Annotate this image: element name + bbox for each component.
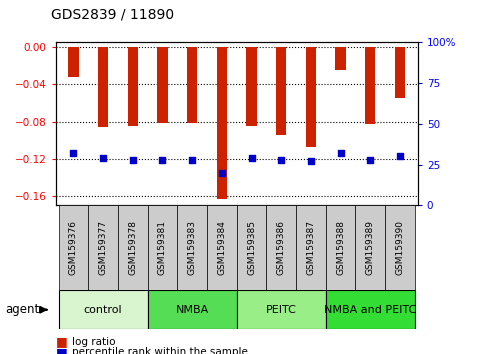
Bar — [237, 205, 266, 290]
Bar — [58, 290, 148, 329]
Bar — [58, 205, 88, 290]
Bar — [355, 205, 385, 290]
Bar — [385, 205, 415, 290]
Bar — [187, 47, 198, 124]
Point — [99, 155, 107, 161]
Point — [367, 157, 374, 162]
Point — [277, 157, 285, 162]
Text: ■: ■ — [56, 336, 67, 348]
Point — [129, 157, 137, 162]
Text: log ratio: log ratio — [72, 337, 116, 347]
Bar — [157, 47, 168, 124]
Bar — [306, 47, 316, 147]
Point — [396, 154, 404, 159]
Bar — [148, 290, 237, 329]
Bar — [266, 205, 296, 290]
Bar — [326, 290, 415, 329]
Text: percentile rank within the sample: percentile rank within the sample — [72, 347, 248, 354]
Text: control: control — [84, 305, 122, 315]
Bar — [296, 205, 326, 290]
Point — [70, 150, 77, 156]
Text: agent: agent — [5, 303, 39, 316]
Text: NMBA: NMBA — [175, 305, 209, 315]
Bar — [217, 47, 227, 199]
Bar — [207, 205, 237, 290]
Text: GSM159388: GSM159388 — [336, 220, 345, 275]
Bar — [128, 47, 138, 126]
Point — [307, 159, 315, 164]
Bar — [395, 47, 405, 98]
Bar — [246, 47, 256, 126]
Text: GSM159378: GSM159378 — [128, 220, 137, 275]
Bar — [68, 47, 79, 77]
Point — [337, 150, 344, 156]
Text: PEITC: PEITC — [266, 305, 297, 315]
Text: GSM159387: GSM159387 — [306, 220, 315, 275]
Bar — [276, 47, 286, 135]
Text: GDS2839 / 11890: GDS2839 / 11890 — [51, 7, 174, 21]
Text: GSM159384: GSM159384 — [217, 220, 227, 275]
Text: GSM159385: GSM159385 — [247, 220, 256, 275]
Bar — [335, 47, 346, 70]
Bar — [98, 47, 108, 127]
Bar — [237, 290, 326, 329]
Bar — [148, 205, 177, 290]
Point — [188, 157, 196, 162]
Text: GSM159389: GSM159389 — [366, 220, 375, 275]
Bar — [118, 205, 148, 290]
Text: NMBA and PEITC: NMBA and PEITC — [324, 305, 416, 315]
Bar — [365, 47, 375, 124]
Text: GSM159377: GSM159377 — [99, 220, 108, 275]
Point — [158, 157, 166, 162]
Text: ■: ■ — [56, 346, 67, 354]
Point — [218, 170, 226, 176]
Text: GSM159390: GSM159390 — [396, 220, 404, 275]
Text: GSM159383: GSM159383 — [187, 220, 197, 275]
Text: GSM159381: GSM159381 — [158, 220, 167, 275]
Point — [248, 155, 256, 161]
Bar — [177, 205, 207, 290]
Text: GSM159376: GSM159376 — [69, 220, 78, 275]
Text: GSM159386: GSM159386 — [277, 220, 286, 275]
Bar — [326, 205, 355, 290]
Bar — [88, 205, 118, 290]
